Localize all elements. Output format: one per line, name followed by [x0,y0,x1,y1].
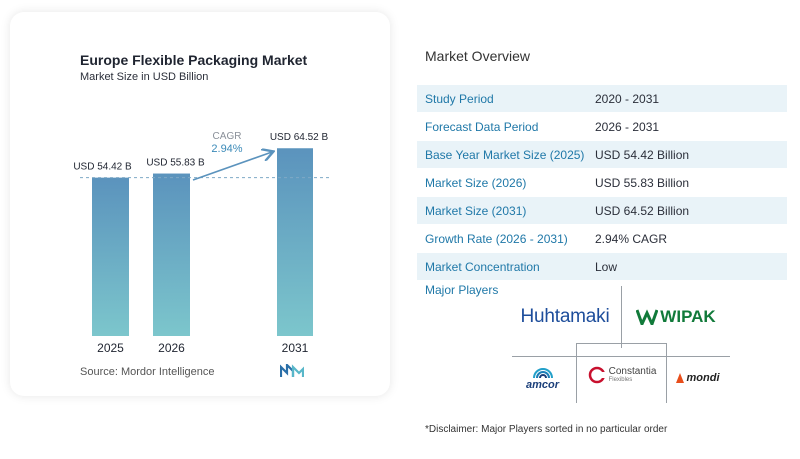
bar-value-label: USD 64.52 B [270,132,329,143]
chart-title: Europe Flexible Packaging Market [80,52,308,68]
bar-2025 [92,177,129,336]
overview-row: Market Concentration Low [417,253,787,281]
huhtamaki-logo-text: Huhtamaki [520,306,610,327]
overview-row: Study Period 2020 - 2031 [417,85,787,113]
overview-value: 2026 - 2031 [595,119,660,134]
overview-value: Low [595,259,618,274]
overview-label: Forecast Data Period [425,119,539,134]
overview-row: Growth Rate (2026 - 2031) 2.94% CAGR [417,225,787,253]
constantia-logo: Constantia Flexibles [582,358,662,392]
overview-row: Market Size (2026) USD 55.83 Billion [417,169,787,197]
bar-2031 [277,148,313,336]
wipak-logo: WIPAK [630,303,722,331]
players-divider [576,343,667,344]
wipak-mark-icon [636,309,659,325]
major-players-title: Major Players [425,283,499,297]
players-divider [666,343,667,403]
cagr-value: 2.94% [211,143,242,155]
constantia-logo-text: Constantia [608,366,657,377]
overview-table: Study Period 2020 - 2031 Forecast Data P… [417,85,787,281]
overview-label: Growth Rate (2026 - 2031) [425,231,568,246]
source-note: Source: Mordor Intelligence [80,366,215,378]
chart-card [10,12,390,396]
players-divider [621,286,622,348]
overview-value: 2.94% CAGR [595,231,668,246]
overview-value: USD 54.42 Billion [595,147,690,162]
disclaimer: *Disclaimer: Major Players sorted in no … [425,424,668,435]
mondi-logo: mondi [668,366,726,390]
chart-subtitle: Market Size in USD Billion [80,71,209,83]
wipak-logo-text: WIPAK [660,307,716,326]
bar-2026 [153,173,190,336]
mondi-logo-text: mondi [686,372,720,384]
players-divider [576,343,577,403]
overview-label: Study Period [425,91,494,106]
overview-value: USD 64.52 Billion [595,203,690,218]
overview-row: Forecast Data Period 2026 - 2031 [417,113,787,141]
overview-row: Base Year Market Size (2025) USD 54.42 B… [417,141,787,169]
players-divider [512,356,730,357]
amcor-logo-text: amcor [525,379,560,391]
cagr-label: CAGR [213,131,242,142]
cagr-arrow [192,152,272,181]
overview-value: USD 55.83 Billion [595,175,690,190]
overview-label: Market Concentration [425,259,540,274]
overview-label: Base Year Market Size (2025) [425,147,585,162]
category-label: 2025 [97,341,124,355]
overview-label: Market Size (2031) [425,203,527,218]
bar-chart: USD 54.42 B 2025 USD 55.83 B 2026 USD 64.52 … [73,131,330,355]
category-label: 2031 [282,341,309,355]
constantia-mark-icon [588,366,606,384]
overview-row: Market Size (2031) USD 64.52 Billion [417,197,787,225]
overview-title: Market Overview [425,48,531,64]
constantia-text-block: Constantia Flexibles [608,366,657,384]
category-label: 2026 [158,341,185,355]
constantia-logo-subtext: Flexibles [608,377,633,383]
overview-value: 2020 - 2031 [595,91,660,106]
bar-value-label: USD 55.83 B [146,158,205,169]
overview-label: Market Size (2026) [425,175,527,190]
amcor-mark-icon [532,368,553,379]
huhtamaki-logo: Huhtamaki [515,303,615,331]
mordor-intelligence-logo-icon [280,364,304,377]
bar-value-label: USD 54.42 B [73,162,132,173]
amcor-logo: amcor [515,358,570,398]
mondi-mark-icon [675,373,684,383]
